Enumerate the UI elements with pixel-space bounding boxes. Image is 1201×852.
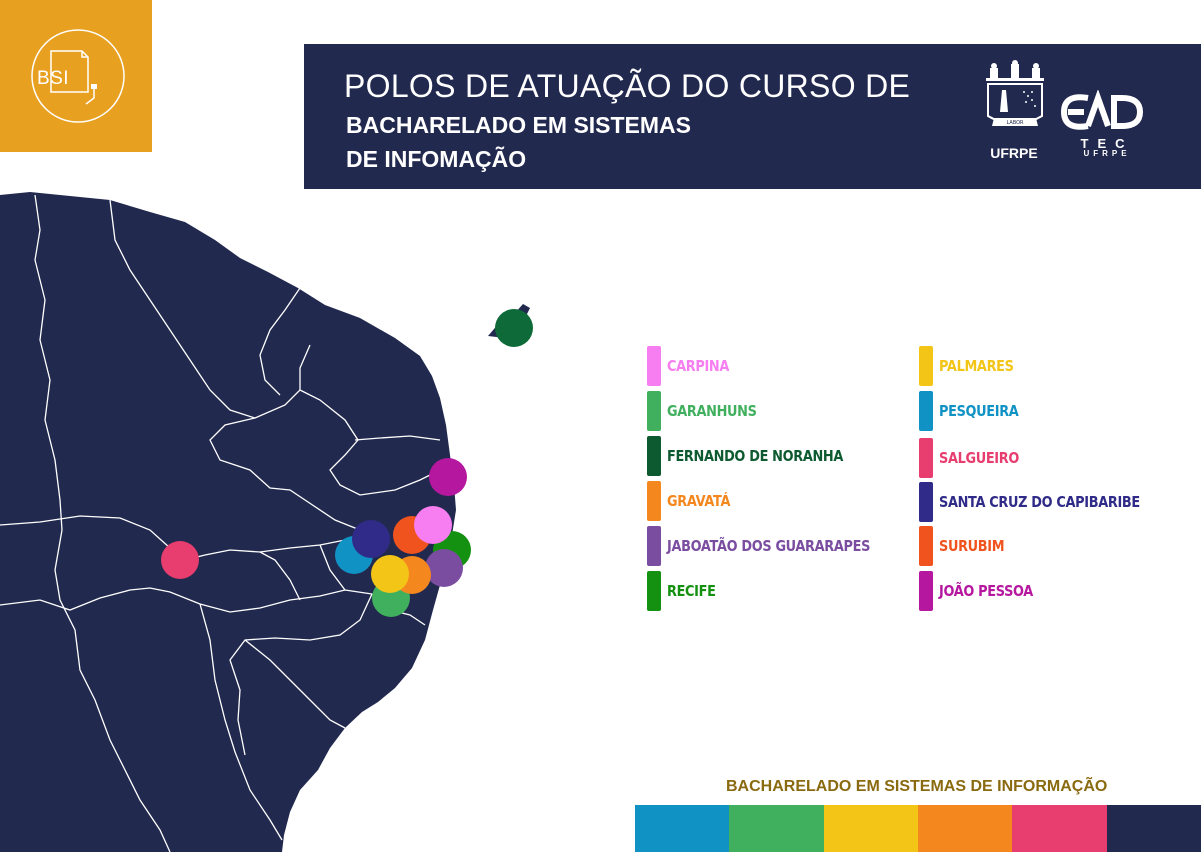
legend-label: RECIFE — [667, 582, 716, 600]
legend-label: SANTA CRUZ DO CAPIBARIBE — [939, 493, 1140, 511]
legend-swatch — [919, 571, 933, 611]
legend-swatch — [919, 391, 933, 431]
legend-label: FERNANDO DE NORANHA — [667, 447, 844, 465]
stripe-pink — [1012, 805, 1107, 852]
legend-item-fernando-de-noranha: FERNANDO DE NORANHA — [647, 436, 872, 476]
legend-label: GARANHUNS — [667, 402, 757, 420]
legend-swatch — [919, 482, 933, 522]
stripe-orange — [917, 805, 1013, 852]
marker-fernando-de-noronha[interactable] — [495, 309, 533, 347]
legend-swatch — [919, 346, 933, 386]
ead-sub-ufrpe: UFRPE — [1083, 149, 1131, 158]
header-banner: POLOS DE ATUAÇÃO DO CURSO DE BACHARELADO… — [304, 44, 1201, 189]
legend-swatch — [647, 571, 661, 611]
legend-swatch — [647, 436, 661, 476]
legend-label: PALMARES — [939, 357, 1014, 375]
legend-item-salgueiro: SALGUEIRO — [919, 438, 1032, 478]
crest-motto: LABOR — [1006, 120, 1024, 126]
stripe-yellow — [823, 805, 918, 852]
legend-swatch — [647, 391, 661, 431]
legend-item-surubim: SURUBIM — [919, 526, 1015, 566]
legend-item-garanhuns: GARANHUNS — [647, 391, 771, 431]
legend-label: JOÃO PESSOA — [939, 582, 1033, 600]
legend-item-jaboatao: JABOATÃO DOS GUARARAPES — [647, 526, 903, 566]
bsi-logo: BSI — [0, 0, 152, 152]
footer-color-stripe — [635, 805, 1201, 852]
logo-text: BSI — [36, 68, 70, 89]
legend-swatch — [647, 526, 661, 566]
ufrpe-label: UFRPE — [990, 145, 1038, 161]
legend-swatch — [647, 346, 661, 386]
legend-item-gravata: GRAVATÁ — [647, 481, 740, 521]
marker-jaboatao[interactable] — [425, 549, 463, 587]
state-borders — [0, 194, 441, 852]
legend-item-santa-cruz: SANTA CRUZ DO CAPIBARIBE — [919, 482, 1173, 522]
stripe-navy — [1106, 805, 1201, 852]
footer-title: BACHARELADO EM SISTEMAS DE INFORMAÇÃO — [726, 778, 1108, 795]
ead-sub-tec: TEC — [1080, 136, 1134, 151]
marker-joao-pessoa[interactable] — [429, 458, 467, 496]
marker-salgueiro[interactable] — [161, 541, 199, 579]
legend-label: SURUBIM — [939, 537, 1005, 555]
legend-item-carpina: CARPINA — [647, 346, 739, 386]
bsi-document-icon — [31, 29, 125, 123]
legend-label: SALGUEIRO — [939, 449, 1019, 467]
legend-swatch — [919, 526, 933, 566]
legend-label: JABOATÃO DOS GUARARAPES — [667, 537, 871, 555]
legend-label: PESQUEIRA — [939, 402, 1019, 420]
legend-label: GRAVATÁ — [667, 492, 731, 510]
legend-swatch — [647, 481, 661, 521]
legend-item-recife: RECIFE — [647, 571, 723, 611]
legend-swatch — [919, 438, 933, 478]
legend-label: CARPINA — [667, 357, 730, 375]
region-landmass — [0, 192, 456, 852]
ufrpe-crest-icon: LABOR — [986, 60, 1044, 126]
ead-logo-icon: EAD — [1060, 90, 1144, 130]
title-line-2: BACHARELADO EM SISTEMAS — [346, 112, 692, 138]
marker-carpina[interactable] — [414, 506, 452, 544]
title-line-3: DE INFOMAÇÃO — [346, 146, 527, 172]
ead-label: EAD — [1102, 118, 1104, 121]
marker-santa-cruz[interactable] — [352, 520, 390, 558]
legend-item-joao-pessoa: JOÃO PESSOA — [919, 571, 1048, 611]
title-line-1: POLOS DE ATUAÇÃO DO CURSO DE — [344, 68, 911, 104]
marker-palmares[interactable] — [371, 555, 409, 593]
stripe-blue — [635, 805, 730, 852]
legend-item-palmares: PALMARES — [919, 346, 1026, 386]
legend-item-pesqueira: PESQUEIRA — [919, 391, 1031, 431]
stripe-green — [729, 805, 824, 852]
